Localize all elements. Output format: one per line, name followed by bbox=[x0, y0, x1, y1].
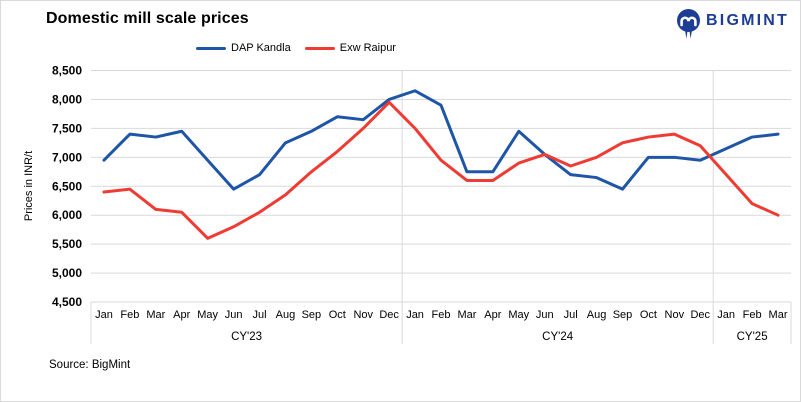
exw-raipur-line-swatch bbox=[304, 46, 335, 50]
month-tick-label: Oct bbox=[640, 309, 657, 321]
month-tick-label: Jun bbox=[536, 309, 554, 321]
month-tick-label: Apr bbox=[173, 309, 190, 321]
month-tick-label: Apr bbox=[484, 309, 501, 321]
month-tick-label: Mar bbox=[769, 309, 788, 321]
month-tick-label: Feb bbox=[743, 309, 762, 321]
legend-label: Exw Raipur bbox=[339, 42, 396, 54]
month-tick-label: Nov bbox=[665, 309, 685, 321]
bigmint-walrus-icon bbox=[676, 8, 701, 45]
chart-legend: DAP Kandla Exw Raipur bbox=[196, 42, 396, 54]
month-tick-label: Dec bbox=[379, 309, 399, 321]
month-tick-label: Aug bbox=[276, 309, 296, 321]
month-tick-label: Nov bbox=[353, 309, 373, 321]
year-group-label: CY'25 bbox=[737, 331, 768, 343]
month-tick-label: Sep bbox=[302, 309, 322, 321]
month-tick-label: May bbox=[197, 309, 218, 321]
month-tick-label: Dec bbox=[690, 309, 710, 321]
month-tick-label: Jan bbox=[95, 309, 113, 321]
month-tick-label: May bbox=[508, 309, 529, 321]
series-line-exw-raipur bbox=[102, 100, 780, 240]
brand-name: BIGMINT bbox=[706, 12, 789, 29]
legend-item-exw-raipur: Exw Raipur bbox=[304, 42, 396, 54]
y-axis-tick-label: 8,000 bbox=[52, 92, 82, 106]
month-tick-label: Jun bbox=[225, 309, 243, 321]
legend-label: DAP Kandla bbox=[231, 42, 291, 54]
y-axis-tick-label: 6,000 bbox=[52, 208, 82, 222]
bigmint-logo: BIGMINT bbox=[676, 8, 789, 45]
y-axis-tick-label: 6,500 bbox=[52, 179, 82, 193]
y-axis-tick-label: 7,000 bbox=[52, 150, 82, 164]
series-line-dap-kandla bbox=[102, 89, 780, 191]
month-tick-label: Aug bbox=[587, 309, 607, 321]
month-tick-label: Jan bbox=[717, 309, 735, 321]
month-tick-label: Jul bbox=[252, 309, 266, 321]
dap-kandla-line-swatch bbox=[196, 46, 226, 50]
source-note: Source: BigMint bbox=[49, 359, 131, 371]
month-tick-label: Jul bbox=[564, 309, 578, 321]
y-axis-tick-label: 5,500 bbox=[52, 237, 82, 251]
y-axis-tick-label: 8,500 bbox=[52, 64, 82, 78]
month-tick-label: Feb bbox=[120, 309, 139, 321]
year-group-label: CY'24 bbox=[542, 331, 574, 343]
month-tick-label: Feb bbox=[432, 309, 451, 321]
year-group-label: CY'23 bbox=[231, 331, 262, 343]
y-axis-tick-label: 7,500 bbox=[52, 121, 82, 135]
month-tick-label: Mar bbox=[457, 309, 476, 321]
month-tick-label: Sep bbox=[613, 309, 633, 321]
month-tick-label: Mar bbox=[146, 309, 165, 321]
page-title: Domestic mill scale prices bbox=[46, 10, 249, 27]
y-axis-tick-label: 4,500 bbox=[52, 295, 82, 309]
month-tick-label: Oct bbox=[329, 309, 346, 321]
legend-item-dap-kandla: DAP Kandla bbox=[196, 42, 291, 54]
month-tick-label: Jan bbox=[406, 309, 424, 321]
y-axis-tick-label: 5,000 bbox=[52, 266, 82, 280]
